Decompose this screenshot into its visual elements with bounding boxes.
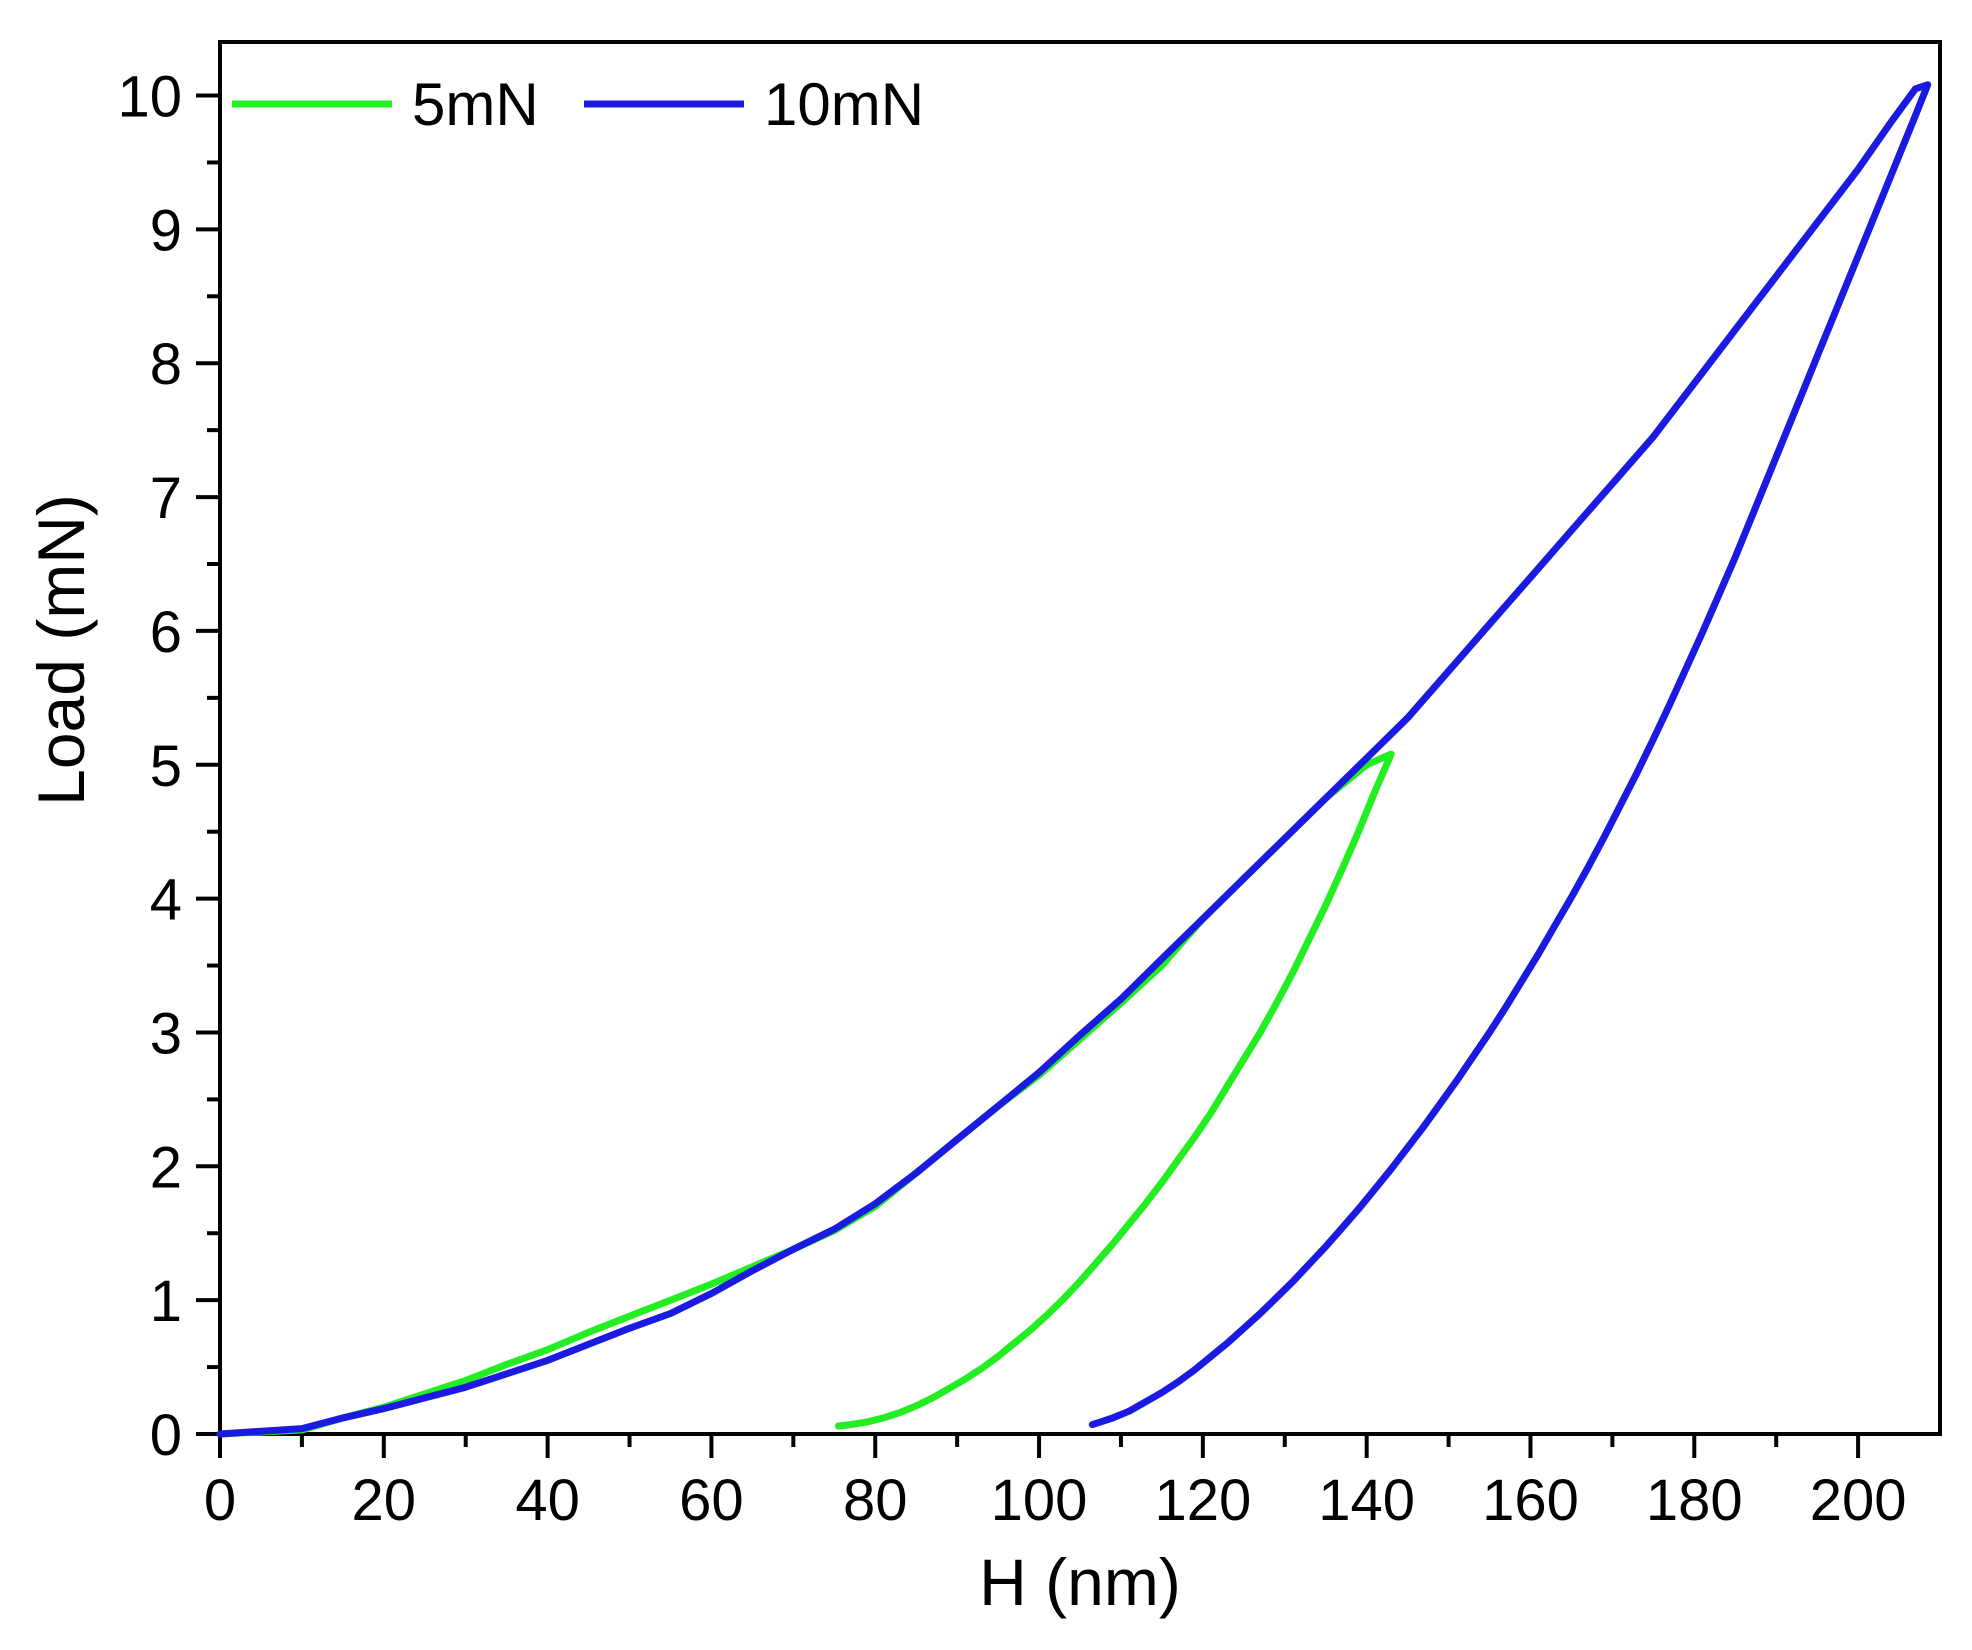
y-tick-label: 8: [150, 332, 182, 397]
y-tick-label: 0: [150, 1403, 182, 1468]
y-tick-label: 2: [150, 1135, 182, 1200]
x-tick-label: 160: [1482, 1468, 1579, 1533]
legend-label-10mN: 10mN: [764, 71, 924, 138]
series-line-5mN: [216, 750, 1395, 1438]
x-axis-title: H (nm): [979, 1545, 1181, 1619]
y-tick-label: 1: [150, 1269, 182, 1334]
y-tick-label: 9: [150, 198, 182, 263]
legend: 5mN 10mN: [232, 71, 924, 138]
series-layer: [216, 81, 1932, 1438]
x-tick-label: 40: [515, 1468, 580, 1533]
y-tick-label: 7: [150, 466, 182, 531]
x-tick-label: 100: [991, 1468, 1088, 1533]
y-tick-label: 3: [150, 1001, 182, 1066]
y-tick-label: 5: [150, 734, 182, 799]
x-tick-label: 140: [1318, 1468, 1415, 1533]
legend-label-5mN: 5mN: [412, 71, 539, 138]
y-tick-label: 10: [117, 65, 182, 130]
y-axis-title: Load (mN): [24, 494, 98, 806]
y-tick-label: 4: [150, 868, 182, 933]
x-tick-label: 60: [679, 1468, 744, 1533]
x-tick-label: 180: [1646, 1468, 1743, 1533]
x-tick-label: 120: [1154, 1468, 1251, 1533]
axis-ticks: 0 20 40 60 80 100 120 140 160 180 200 0 1 2 3 4 5 6 7 8 9 10: [117, 65, 1906, 1533]
plot-frame: [218, 40, 1942, 1436]
x-tick-label: 80: [843, 1468, 908, 1533]
x-tick-label: 20: [352, 1468, 417, 1533]
y-tick-label: 6: [150, 600, 182, 665]
x-tick-label: 0: [204, 1468, 236, 1533]
series-line-10mN: [216, 81, 1932, 1438]
x-tick-label: 200: [1810, 1468, 1907, 1533]
